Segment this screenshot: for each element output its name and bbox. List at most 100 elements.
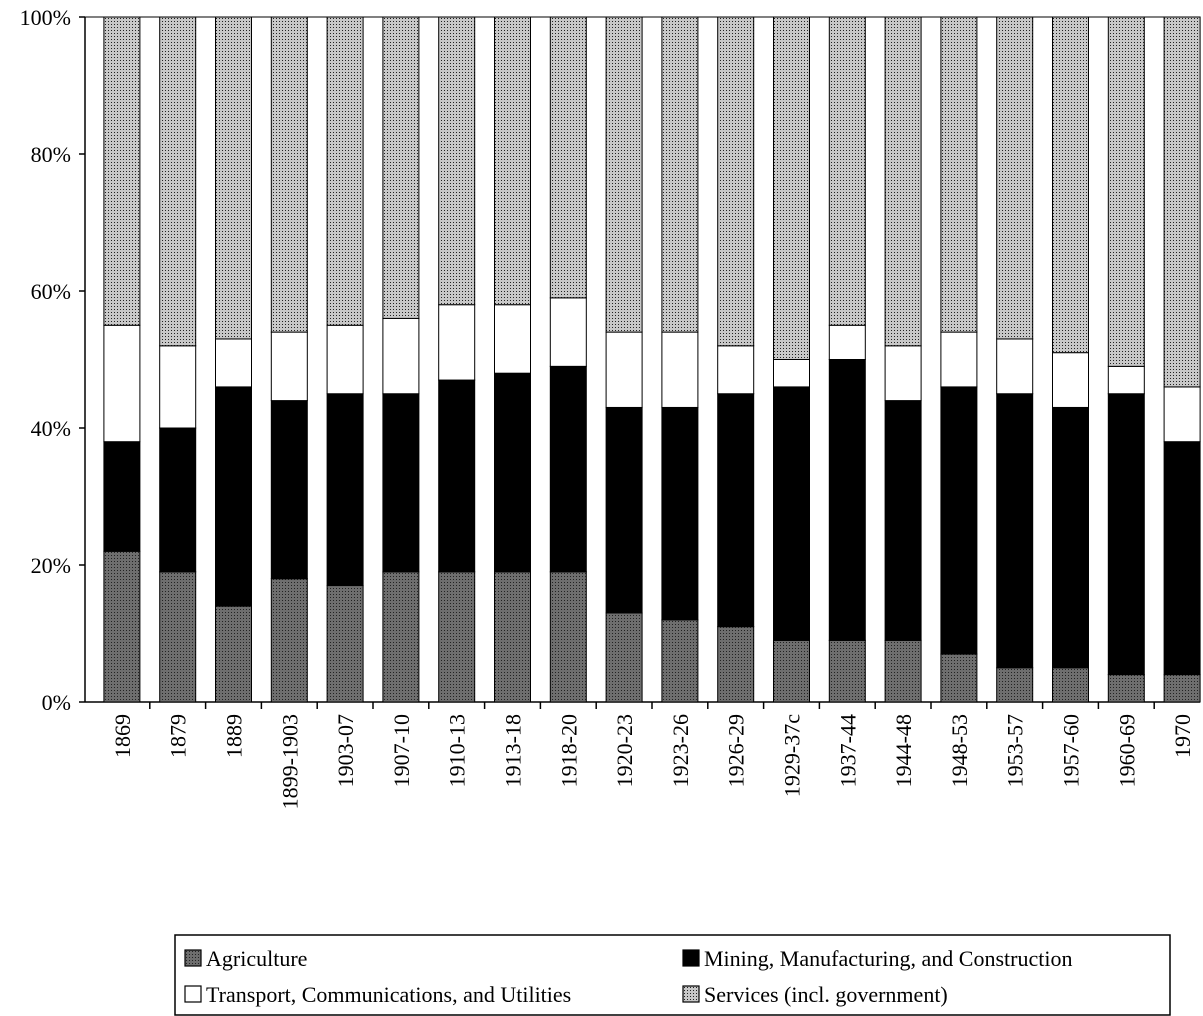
bar-segment <box>494 571 531 703</box>
bar-segment <box>884 639 922 703</box>
x-tick-label: 1879 <box>166 714 191 758</box>
bar-segment <box>1052 667 1089 703</box>
bar-segment <box>270 578 308 703</box>
bar-segment <box>828 16 866 326</box>
bar-segment <box>1163 674 1201 703</box>
y-tick-label: 100% <box>20 5 71 30</box>
bar-segment <box>773 16 810 360</box>
bar-segment <box>884 16 922 347</box>
bar-segment <box>549 365 587 573</box>
bar-segment <box>773 359 810 388</box>
x-tick-label: 1948-53 <box>947 714 972 787</box>
legend-swatch <box>184 985 202 1003</box>
bar-segment <box>159 427 197 573</box>
x-tick-label: 1889 <box>222 714 247 758</box>
bar-segment <box>717 393 755 628</box>
bar-segment <box>661 16 699 333</box>
bar-segment <box>215 16 252 340</box>
bar-segment <box>605 16 643 333</box>
bar-segment <box>828 359 866 641</box>
x-tick-label: 1913-18 <box>501 714 526 787</box>
bar-segment <box>1107 674 1145 703</box>
bar-segment <box>1052 406 1089 669</box>
bar-segment <box>326 393 364 587</box>
bar-segment <box>1052 352 1089 408</box>
bar-segment <box>996 393 1034 669</box>
bar-segment <box>549 16 587 299</box>
bar-segment <box>884 345 922 402</box>
y-tick-label: 60% <box>31 279 71 304</box>
x-tick-label: 1920-23 <box>612 714 637 787</box>
bar-segment <box>326 585 364 703</box>
x-tick-label: 1903-07 <box>333 714 358 787</box>
x-tick-label: 1907-10 <box>389 714 414 787</box>
bar-segment <box>382 317 420 395</box>
bar-segment <box>996 16 1034 340</box>
bar-segment <box>1163 386 1201 443</box>
bar-segment <box>103 324 141 443</box>
bar-segment <box>215 386 252 607</box>
bar-segment <box>438 379 476 573</box>
bar-segment <box>717 16 755 347</box>
bar-segment <box>1052 16 1089 354</box>
x-tick-label: 1960-69 <box>1114 714 1139 787</box>
bar-segment <box>103 441 141 552</box>
bar-segment <box>773 386 810 641</box>
x-tick-label: 1869 <box>110 714 135 758</box>
bar-segment <box>494 304 531 374</box>
bar-segment <box>159 16 197 347</box>
bar-segment <box>1163 16 1201 388</box>
x-tick-label: 1923-26 <box>668 714 693 787</box>
bar-segment <box>103 550 141 703</box>
bar-segment <box>940 16 978 333</box>
bar-segment <box>828 639 866 703</box>
y-tick-label: 0% <box>42 690 71 715</box>
x-tick-label: 1926-29 <box>724 714 749 787</box>
bar-segment <box>159 345 197 429</box>
bar-segment <box>270 331 308 402</box>
y-tick-label: 40% <box>31 416 71 441</box>
bar-segment <box>326 324 364 395</box>
bar-segment <box>828 324 866 360</box>
legend-swatch <box>682 985 700 1003</box>
bar-segment <box>549 297 587 367</box>
bar-segment <box>438 16 476 306</box>
x-tick-label: 1957-60 <box>1059 714 1084 787</box>
bar-segment <box>1107 16 1145 367</box>
bar-segment <box>661 619 699 703</box>
bar-segment <box>605 331 643 408</box>
legend-swatch <box>184 949 202 967</box>
x-tick-label: 1944-48 <box>891 714 916 787</box>
bar-segment <box>159 571 197 703</box>
y-tick-label: 20% <box>31 553 71 578</box>
bar-segment <box>1107 393 1145 676</box>
bar-segment <box>996 667 1034 703</box>
x-tick-label: 1899-1903 <box>277 714 302 809</box>
bar-segment <box>661 406 699 621</box>
legend-label: Agriculture <box>206 946 307 971</box>
bar-segment <box>270 400 308 580</box>
bar-segment <box>773 639 810 703</box>
x-tick-label: 1910-13 <box>445 714 470 787</box>
bar-segment <box>326 16 364 326</box>
legend-swatch <box>682 949 700 967</box>
bar-segment <box>940 331 978 388</box>
y-tick-label: 80% <box>31 142 71 167</box>
bar-segment <box>382 393 420 573</box>
x-tick-label: 1929-37c <box>780 714 805 797</box>
bar-segment <box>717 626 755 703</box>
x-tick-label: 1918-20 <box>556 714 581 787</box>
bar-segment <box>717 345 755 395</box>
x-tick-label: 1970 <box>1170 714 1195 758</box>
bar-segment <box>940 386 978 655</box>
bar-segment <box>438 571 476 703</box>
bar-segment <box>996 338 1034 395</box>
bar-segment <box>1107 365 1145 395</box>
bar-segment <box>940 653 978 703</box>
bar-segment <box>494 372 531 573</box>
legend-label: Transport, Communications, and Utilities <box>206 982 571 1007</box>
bar-segment <box>549 571 587 703</box>
bar-segment <box>1163 441 1201 676</box>
bar-segment <box>661 331 699 408</box>
